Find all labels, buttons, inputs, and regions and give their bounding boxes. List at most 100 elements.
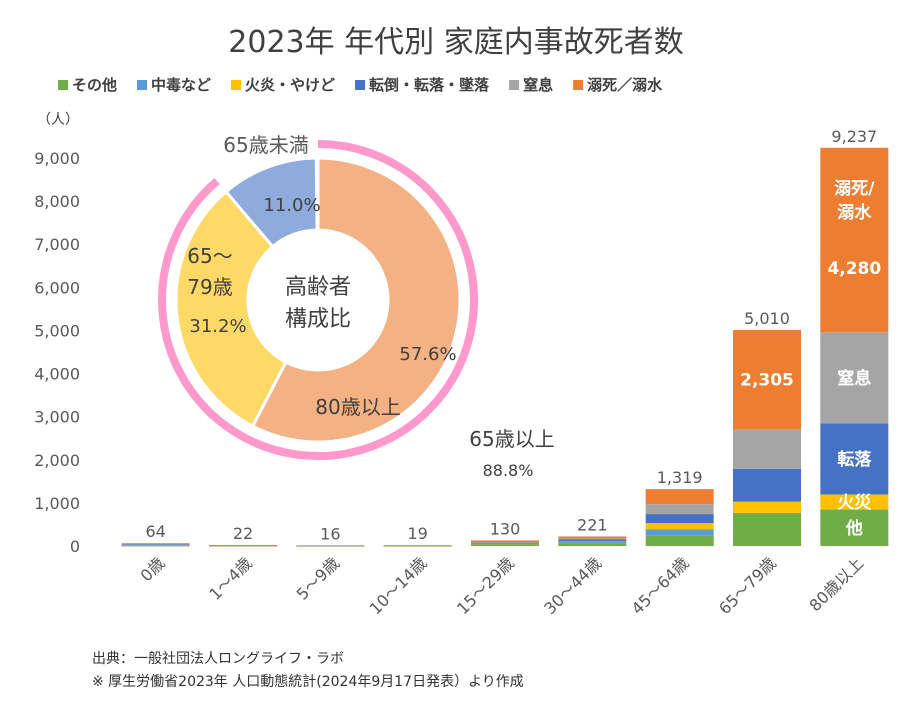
donut-value-label: 31.2% bbox=[189, 316, 246, 337]
x-tick-label: 30～44歳 bbox=[540, 553, 605, 618]
bar-series-label: 窒息 bbox=[837, 368, 871, 389]
legend-swatch bbox=[231, 80, 242, 90]
donut-slice-label: 79歳 bbox=[187, 275, 232, 299]
bar-segment bbox=[471, 540, 539, 543]
bar-total-label: 5,010 bbox=[744, 309, 790, 328]
y-tick-label: 9,000 bbox=[34, 149, 80, 168]
y-tick-label: 5,000 bbox=[34, 321, 80, 340]
bar-segment bbox=[471, 542, 539, 543]
donut-value-label: 11.0% bbox=[263, 195, 320, 216]
legend-swatch bbox=[58, 80, 68, 90]
x-tick-label: 80歳以上 bbox=[805, 553, 867, 615]
bar-segment bbox=[820, 423, 889, 495]
bar-segment bbox=[558, 536, 627, 539]
y-tick-label: 0 bbox=[70, 537, 80, 556]
bar-segment bbox=[733, 429, 801, 469]
legend-label: 火炎・やけど bbox=[245, 76, 335, 94]
bar-segment bbox=[820, 509, 889, 546]
bar-segment bbox=[209, 545, 277, 546]
ring-value-label: 88.8% bbox=[483, 461, 534, 480]
y-tick-label: 3,000 bbox=[34, 408, 80, 427]
bar-segment bbox=[820, 147, 889, 333]
legend-label: 窒息 bbox=[523, 76, 553, 94]
bar-series-label: 溺水 bbox=[837, 202, 872, 223]
bar-segment bbox=[733, 512, 801, 514]
bar-segment bbox=[645, 535, 714, 546]
bar-segment bbox=[733, 468, 801, 502]
bar-segment bbox=[820, 509, 889, 510]
ring-label: 65歳以上 bbox=[469, 427, 554, 451]
bar-segment bbox=[383, 545, 452, 546]
bar-segment bbox=[820, 332, 889, 424]
bar-segment bbox=[121, 544, 190, 546]
source-note: ※ 厚生労働省2023年 人口動態統計(2024年9月17日発表）より作成 bbox=[92, 674, 524, 690]
bar-total-label: 64 bbox=[145, 522, 165, 541]
legend-label: 中毒など bbox=[151, 76, 211, 94]
source-credit: 出典：一般社団法人ロングライフ・ラボ bbox=[92, 651, 344, 667]
x-tick-label: 65～79歳 bbox=[715, 553, 780, 618]
bar-series-label: 他 bbox=[845, 518, 863, 539]
bar-segment bbox=[645, 504, 714, 515]
donut-slice bbox=[250, 156, 462, 444]
bar-segment bbox=[733, 330, 801, 430]
bar-segment bbox=[733, 513, 801, 546]
donut-slice-label: 65歳未満 bbox=[223, 133, 308, 157]
bar-segment bbox=[296, 545, 365, 546]
bar-segment bbox=[558, 543, 627, 546]
bar-segment bbox=[471, 542, 539, 544]
donut-slice bbox=[224, 156, 319, 249]
legend-swatch bbox=[509, 80, 520, 90]
bar-segment bbox=[121, 543, 190, 545]
donut-value-label: 57.6% bbox=[399, 344, 456, 365]
bar-total-label: 16 bbox=[320, 524, 340, 543]
x-tick-label: 15～29歳 bbox=[453, 553, 518, 618]
bar-segment bbox=[645, 523, 714, 530]
bar-segment bbox=[121, 545, 190, 546]
legend-swatch bbox=[573, 80, 584, 90]
bar-segment bbox=[645, 489, 714, 505]
bar-segment bbox=[121, 543, 190, 544]
legend-label: 溺死／溺水 bbox=[587, 76, 663, 94]
bar-segment bbox=[558, 539, 627, 542]
y-tick-label: 1,000 bbox=[34, 494, 80, 513]
donut-slice-label: 65～ bbox=[187, 244, 232, 268]
x-tick-label: 10～14歳 bbox=[366, 553, 431, 618]
bar-total-label: 221 bbox=[577, 515, 608, 534]
bar-total-label: 1,319 bbox=[657, 468, 703, 487]
y-tick-label: 6,000 bbox=[34, 278, 80, 297]
y-axis-unit: （人） bbox=[37, 112, 79, 128]
bar-total-label: 9,237 bbox=[831, 127, 877, 146]
donut-ring bbox=[158, 140, 478, 460]
x-tick-label: 0歳 bbox=[137, 553, 169, 585]
x-tick-label: 5～9歳 bbox=[293, 553, 343, 603]
legend-label: その他 bbox=[72, 76, 117, 94]
bar-segment bbox=[558, 541, 627, 544]
x-tick-label: 1～4歳 bbox=[205, 553, 255, 603]
chart-title: 2023年 年代別 家庭内事故死者数 bbox=[228, 25, 683, 60]
donut-slice-label: 80歳以上 bbox=[315, 395, 400, 419]
donut-center-label: 構成比 bbox=[285, 307, 351, 332]
donut-slice bbox=[174, 189, 288, 429]
bar-segment bbox=[558, 538, 627, 540]
bar-segment bbox=[820, 494, 889, 510]
y-tick-label: 8,000 bbox=[34, 192, 80, 211]
bar-series-label: 4,280 bbox=[827, 259, 881, 279]
bar-series-label: 溺死/ bbox=[834, 179, 875, 199]
bar-series-label: 転落 bbox=[837, 449, 872, 470]
bar-total-label: 19 bbox=[407, 524, 427, 543]
legend-swatch bbox=[355, 80, 366, 90]
bar-total-label: 22 bbox=[233, 524, 253, 543]
y-tick-label: 4,000 bbox=[34, 365, 80, 384]
bar-total-label: 130 bbox=[490, 519, 521, 538]
y-tick-label: 2,000 bbox=[34, 451, 80, 470]
bar-segment bbox=[471, 543, 539, 545]
legend-label: 転倒・転落・墜落 bbox=[369, 76, 490, 94]
bar-segment bbox=[471, 544, 539, 546]
bar-value-label: 2,305 bbox=[740, 371, 794, 391]
bar-segment bbox=[645, 529, 714, 536]
bar-segment bbox=[733, 501, 801, 513]
x-tick-label: 45～64歳 bbox=[628, 553, 693, 618]
donut-center-label: 高齢者 bbox=[285, 275, 351, 300]
bar-series-label: 火災 bbox=[837, 493, 872, 513]
